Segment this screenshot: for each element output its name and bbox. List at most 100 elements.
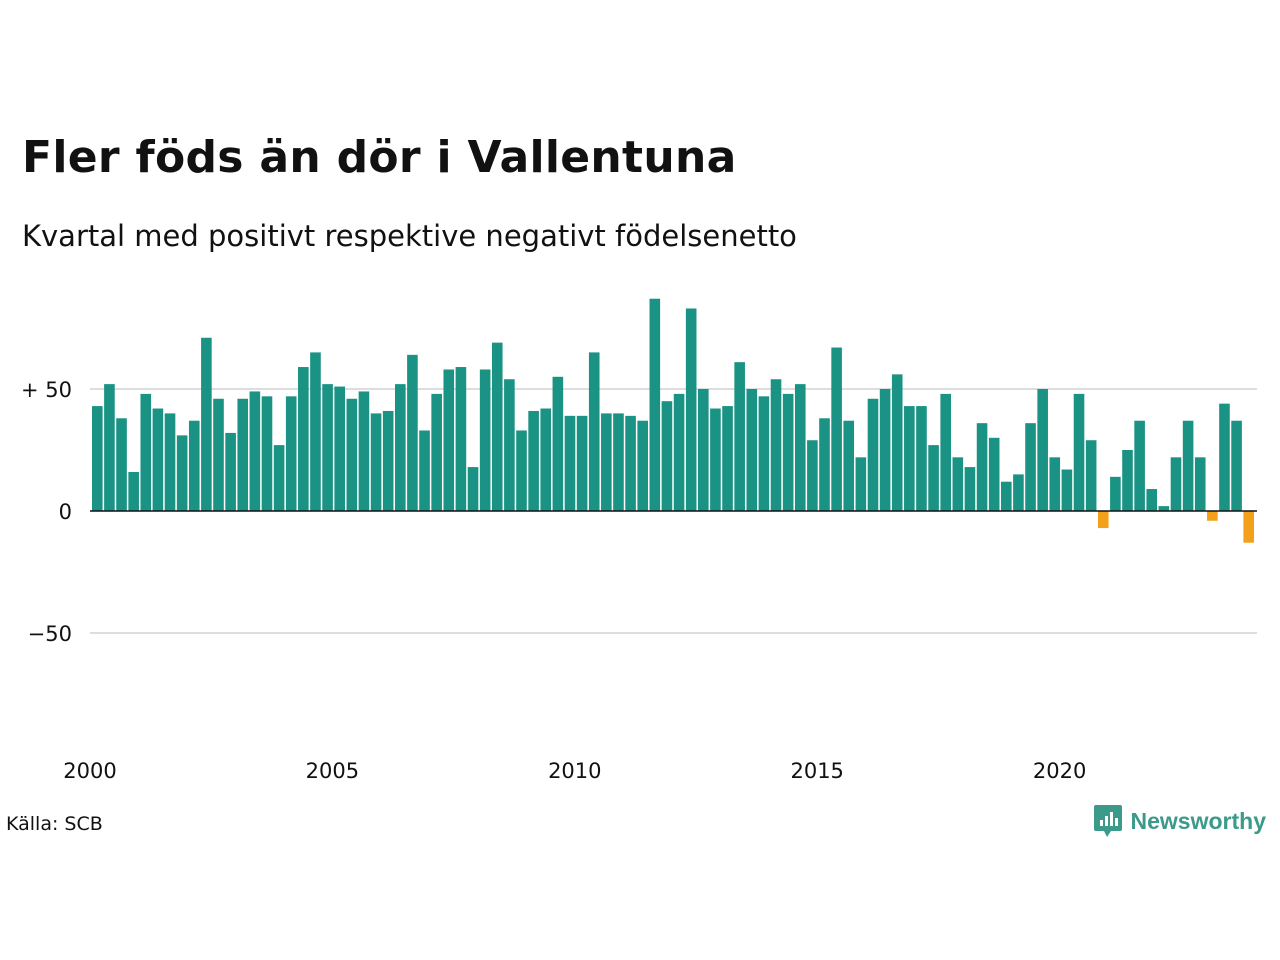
bar-positive	[855, 457, 867, 511]
bar-positive	[649, 298, 661, 511]
bar-positive	[285, 396, 297, 511]
bar-positive	[176, 435, 188, 511]
bar-positive	[1146, 489, 1158, 511]
bar-positive	[782, 393, 794, 511]
bar-positive	[443, 369, 455, 511]
y-tick-label: 0	[59, 500, 72, 524]
x-tick-label: 2020	[1033, 759, 1086, 783]
bar-positive	[334, 386, 345, 511]
bar-positive	[1122, 450, 1133, 511]
y-tick-label: + 50	[21, 378, 72, 402]
bar-positive	[758, 396, 770, 511]
bar-positive	[92, 406, 103, 511]
bar-positive	[988, 437, 1000, 511]
bar-positive	[1073, 393, 1085, 511]
bar-positive	[891, 374, 903, 511]
bar-positive	[261, 396, 273, 511]
bar-positive	[310, 352, 321, 511]
bar-positive	[273, 445, 285, 511]
bar-positive	[358, 391, 370, 511]
bar-positive	[1037, 389, 1048, 511]
brand-name: Newsworthy	[1130, 807, 1266, 834]
bar-positive	[1025, 423, 1036, 511]
bar-positive	[698, 389, 709, 511]
bar-positive	[407, 354, 418, 511]
bar-positive	[188, 420, 200, 511]
source-note: Källa: SCB	[6, 813, 103, 835]
bar-positive	[661, 401, 673, 511]
bar-positive	[904, 406, 915, 511]
bar-positive	[346, 398, 358, 511]
bar-positive	[467, 467, 479, 511]
x-tick-label: 2000	[63, 759, 116, 783]
bar-positive	[370, 413, 382, 511]
x-tick-label: 2010	[548, 759, 601, 783]
bar-positive	[807, 440, 818, 511]
bar-negative	[1097, 511, 1109, 529]
bar-positive	[1134, 420, 1145, 511]
bar-positive	[1170, 457, 1182, 511]
bar-positive	[601, 413, 612, 511]
bar-positive	[419, 430, 430, 511]
bar-positive	[1231, 420, 1242, 511]
bar-positive	[140, 393, 152, 511]
bar-positive	[722, 406, 733, 511]
bar-positive	[164, 413, 176, 511]
bar-positive	[528, 410, 539, 511]
bar-positive	[976, 423, 988, 511]
bar-positive	[516, 430, 527, 511]
bar-positive	[552, 376, 564, 511]
bar-positive	[625, 415, 636, 511]
chart-title: Fler föds än dör i Vallentuna	[22, 132, 737, 183]
bar-positive	[879, 389, 891, 511]
bar-positive	[1085, 440, 1097, 511]
bar-positive	[128, 471, 139, 511]
bar-positive	[637, 420, 648, 511]
bar-positive	[685, 308, 697, 511]
bar-positive	[116, 418, 127, 511]
bar-positive	[1194, 457, 1206, 511]
bar-positive	[1013, 474, 1024, 511]
chart-subtitle: Kvartal med positivt respektive negativt…	[22, 219, 797, 253]
bar-positive	[431, 393, 442, 511]
bar-positive	[564, 415, 576, 511]
bar-positive	[952, 457, 964, 511]
bar-positive	[673, 393, 685, 511]
bar-positive	[588, 352, 600, 511]
bar-positive	[504, 379, 515, 511]
bar-positive	[213, 398, 224, 511]
bar-positive	[491, 342, 503, 511]
bar-positive	[1158, 506, 1170, 511]
bar-positive	[249, 391, 261, 511]
bar-positive	[964, 467, 976, 511]
newsworthy-logo-icon	[1093, 805, 1122, 837]
bar-negative	[1207, 511, 1218, 521]
bar-positive	[479, 369, 491, 511]
bar-positive	[576, 415, 588, 511]
bar-positive	[540, 408, 552, 511]
bar-positive	[201, 337, 212, 511]
bar-positive	[928, 445, 939, 511]
bar-positive	[395, 384, 406, 511]
bar-positive	[734, 362, 745, 511]
x-tick-label: 2015	[790, 759, 843, 783]
bar-positive	[455, 367, 467, 511]
bar-positive	[940, 393, 951, 511]
y-tick-label: −50	[28, 622, 72, 646]
bar-positive	[613, 413, 624, 511]
bar-positive	[382, 410, 394, 511]
bar-positive	[867, 398, 879, 511]
bar-positive	[916, 406, 927, 511]
bar-positive	[237, 398, 249, 511]
brand-logo[interactable]: Newsworthy	[1093, 803, 1266, 839]
bar-positive	[1001, 481, 1012, 511]
bar-positive	[794, 384, 806, 511]
bar-positive	[104, 384, 115, 511]
bar-positive	[710, 408, 721, 511]
bar-positive	[1110, 476, 1121, 511]
bar-positive	[770, 379, 782, 511]
bar-positive	[746, 389, 758, 511]
bar-positive	[1219, 403, 1230, 511]
bar-positive	[819, 418, 830, 511]
bar-positive	[1049, 457, 1061, 511]
